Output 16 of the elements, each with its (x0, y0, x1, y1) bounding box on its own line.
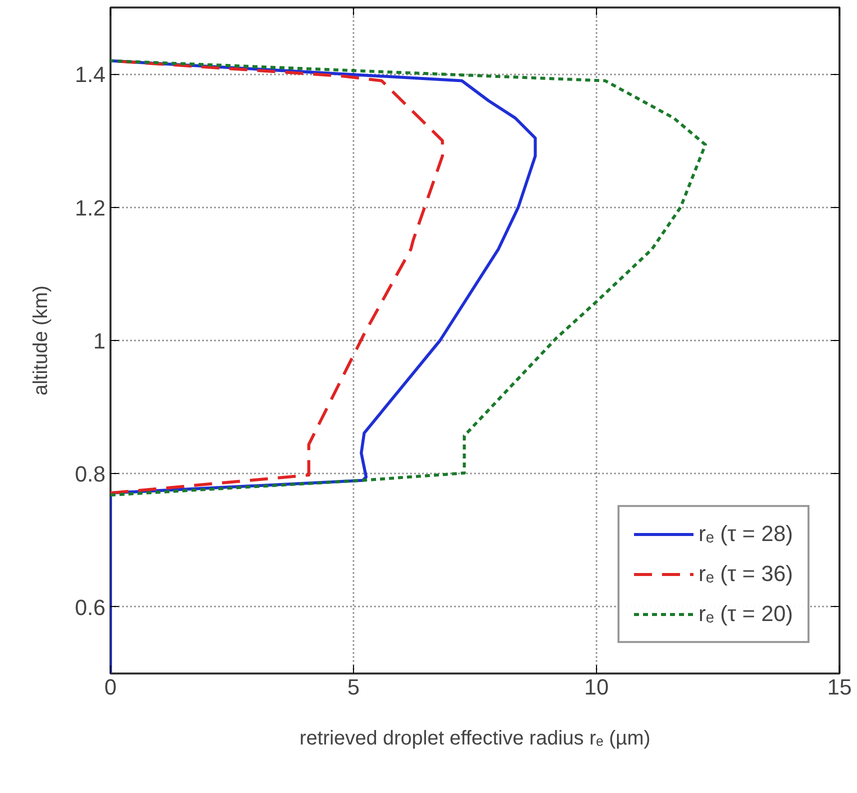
x-tick-label: 0 (104, 674, 117, 700)
y-tick-label: 1 (93, 328, 106, 354)
y-tick-label: 0.6 (74, 594, 106, 620)
legend-label: rₑ (τ = 36) (698, 561, 793, 587)
line-series (110, 59, 707, 497)
x-axis-title: retrieved droplet effective radius rₑ (µm) (300, 728, 650, 750)
y-tick-label: 1.4 (74, 62, 106, 88)
y-tick-label: 1.2 (74, 195, 106, 220)
line-series (110, 59, 444, 495)
x-tick-label: 10 (584, 674, 609, 700)
x-tick-label: 5 (347, 674, 360, 700)
y-axis-title: altitude (km) (30, 285, 52, 396)
y-tick-label: 0.8 (74, 462, 106, 487)
x-tick-label: 15 (827, 674, 852, 700)
legend-label: rₑ (τ = 20) (698, 601, 793, 627)
legend-label: rₑ (τ = 28) (698, 521, 793, 547)
